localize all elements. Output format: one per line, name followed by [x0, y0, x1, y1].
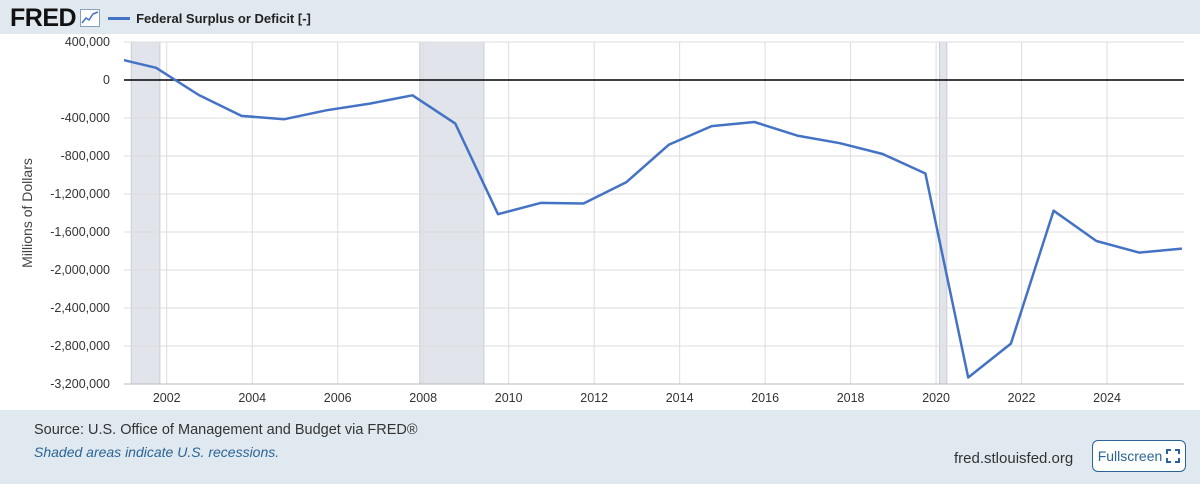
fullscreen-button[interactable]: Fullscreen	[1092, 440, 1186, 472]
line-chart-icon	[80, 9, 101, 27]
legend-label: Federal Surplus or Deficit [-]	[136, 10, 311, 26]
plot-panel: 400,000 0 -400,000 -800,000 -1,200,000 -1,600…	[0, 34, 1200, 410]
y-tick-label: -400,000	[61, 111, 110, 125]
y-tick-label: -2,400,000	[50, 301, 110, 315]
x-tick-label: 2004	[238, 391, 266, 405]
legend: Federal Surplus or Deficit [-]	[108, 11, 311, 26]
x-tick-label: 2024	[1093, 391, 1121, 405]
x-tick-label: 2008	[409, 391, 437, 405]
fred-logo[interactable]: FRED	[10, 3, 77, 32]
x-tick-label: 2006	[324, 391, 352, 405]
recession-shade	[130, 41, 161, 385]
y-tick-label: -3,200,000	[50, 377, 110, 391]
site-url[interactable]: fred.stlouisfed.org	[954, 450, 1074, 467]
x-tick-label: 2022	[1008, 391, 1036, 405]
y-tick-label: -2,800,000	[50, 339, 110, 353]
x-tick-label: 2016	[751, 391, 779, 405]
expand-icon	[1166, 449, 1181, 463]
x-tick-label: 2012	[580, 391, 608, 405]
chart[interactable]: 400,000 0 -400,000 -800,000 -1,200,000 -1,600…	[0, 34, 1200, 410]
x-tick-label: 2010	[495, 391, 523, 405]
footer: Source: U.S. Office of Management and Bu…	[0, 410, 1200, 484]
recession-shade	[939, 41, 948, 385]
y-tick-label: 400,000	[65, 35, 110, 49]
chart-header: FRED Federal Surplus or Deficit [-]	[10, 4, 311, 32]
legend-swatch	[108, 16, 131, 20]
y-tick-label: -2,000,000	[50, 263, 110, 277]
y-axis-title: Millions of Dollars	[19, 158, 35, 268]
fullscreen-label: Fullscreen	[1097, 448, 1163, 464]
y-tick-label: -800,000	[61, 149, 110, 163]
recession-note: Shaded areas indicate U.S. recessions.	[34, 444, 280, 460]
y-tick-label: 0	[103, 73, 110, 87]
x-tick-label: 2018	[837, 391, 865, 405]
recession-shade	[419, 41, 485, 385]
y-tick-label: -1,200,000	[50, 187, 110, 201]
x-tick-label: 2020	[922, 391, 950, 405]
series-line	[124, 58, 1183, 379]
x-tick-label: 2002	[153, 391, 181, 405]
source-note: Source: U.S. Office of Management and Bu…	[34, 422, 418, 438]
x-tick-label: 2014	[666, 391, 694, 405]
y-tick-label: -1,600,000	[50, 225, 110, 239]
